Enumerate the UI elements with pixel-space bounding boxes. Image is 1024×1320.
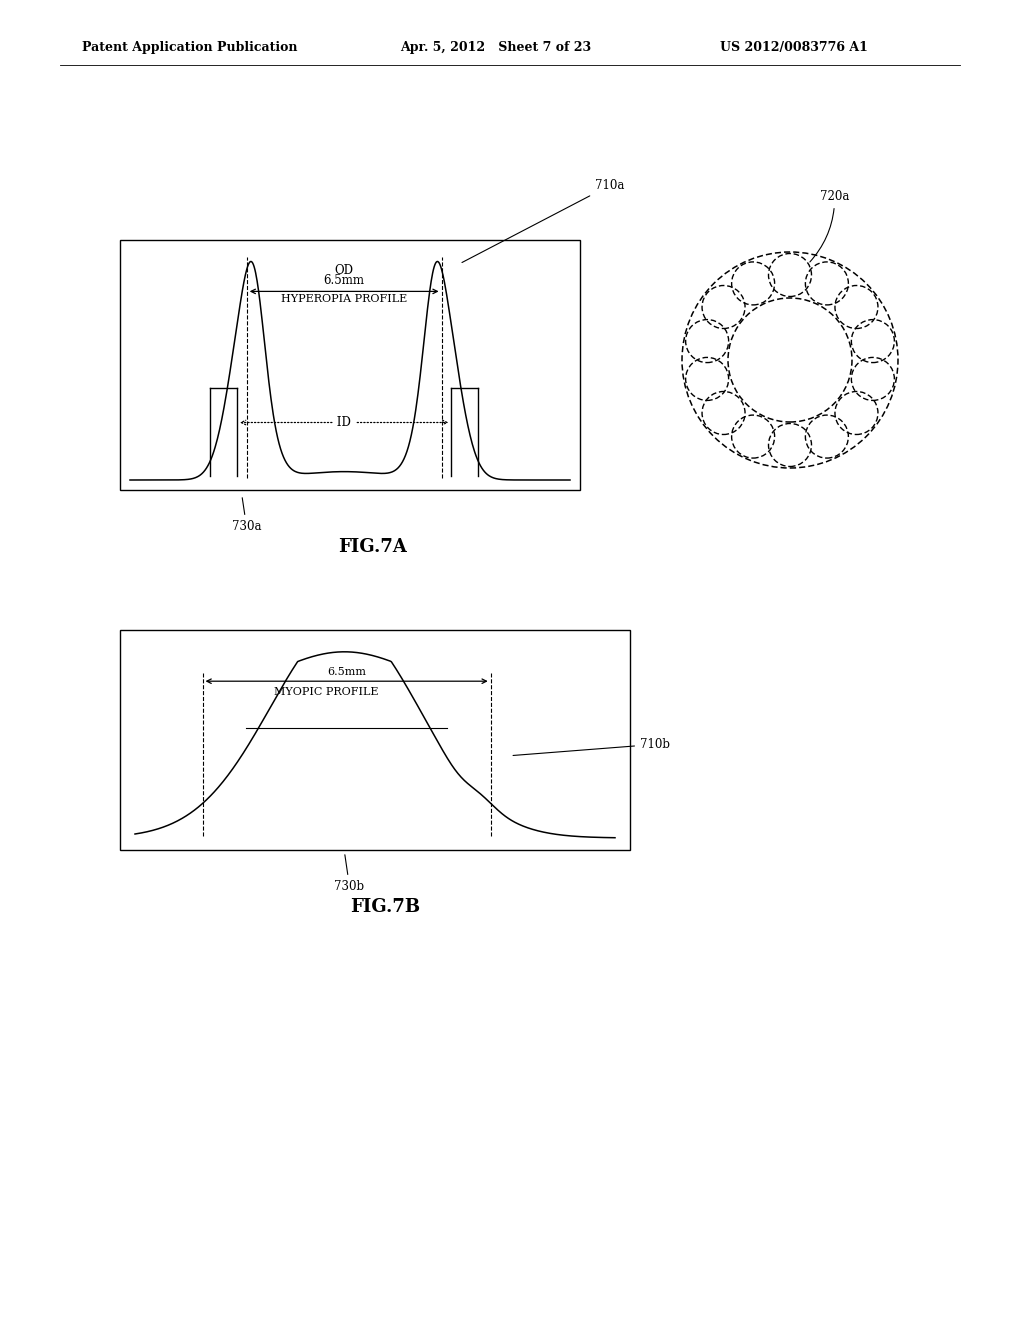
Text: 6.5mm: 6.5mm — [324, 275, 365, 288]
Text: Patent Application Publication: Patent Application Publication — [82, 41, 298, 54]
Text: OD: OD — [335, 264, 353, 277]
Text: HYPEROPIA PROFILE: HYPEROPIA PROFILE — [281, 294, 408, 305]
Text: 720a: 720a — [810, 190, 849, 261]
Text: 730a: 730a — [231, 498, 261, 533]
Text: 710b: 710b — [513, 738, 670, 755]
Text: US 2012/0083776 A1: US 2012/0083776 A1 — [720, 41, 868, 54]
Text: MYOPIC PROFILE: MYOPIC PROFILE — [274, 688, 379, 697]
Text: FIG.7A: FIG.7A — [339, 539, 408, 556]
Bar — [120, 240, 580, 490]
Text: 730b: 730b — [335, 855, 365, 894]
Text: ID: ID — [334, 416, 355, 429]
Text: FIG.7B: FIG.7B — [350, 898, 420, 916]
Text: 6.5mm: 6.5mm — [327, 667, 367, 677]
Bar — [120, 630, 630, 850]
Text: 710a: 710a — [462, 180, 625, 263]
Text: Apr. 5, 2012   Sheet 7 of 23: Apr. 5, 2012 Sheet 7 of 23 — [400, 41, 591, 54]
